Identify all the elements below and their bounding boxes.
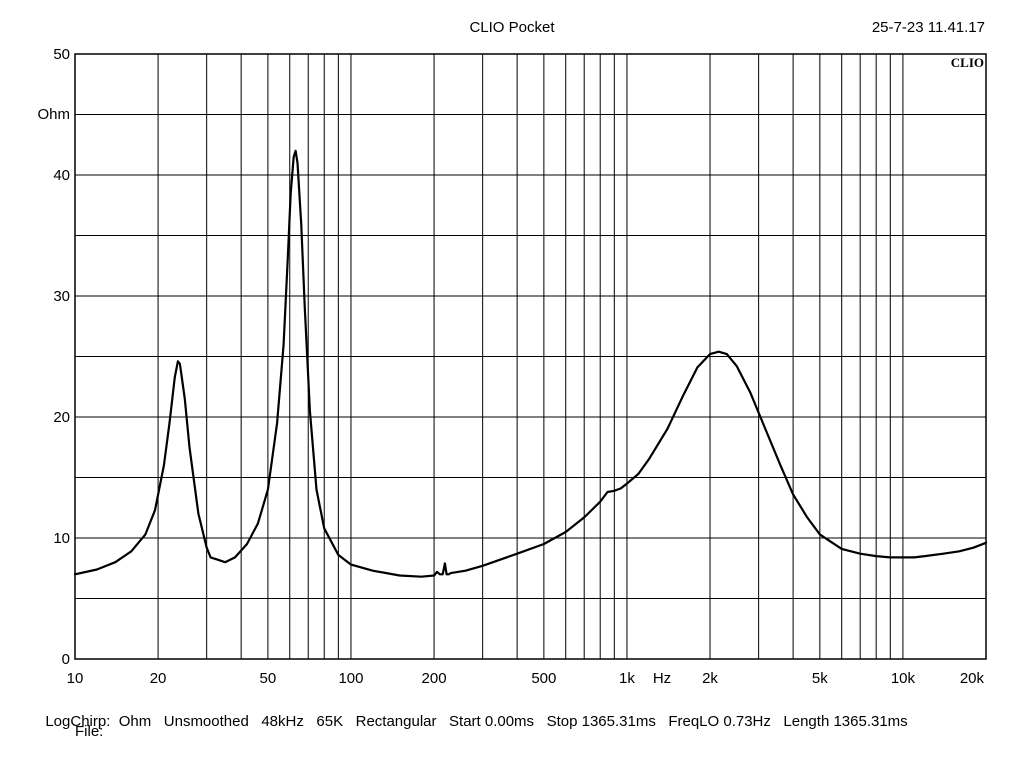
x-tick-labels: 10 20 50 100 200 500 1k 2k 5k 10k 20k	[67, 670, 985, 687]
timestamp: 25-7-23 11.41.17	[872, 19, 985, 36]
status-unit: Ohm	[118, 713, 152, 730]
x-tick-label: 500	[531, 670, 556, 687]
y-tick-label: 40	[53, 167, 70, 184]
x-tick-label: 100	[338, 670, 363, 687]
x-tick-label: 5k	[812, 670, 828, 687]
y-tick-label: 20	[53, 409, 70, 426]
chart-title: CLIO Pocket	[469, 19, 555, 36]
status-length: Length 1365.31ms	[783, 713, 908, 730]
x-tick-label: 20	[150, 670, 167, 687]
y-tick-label: 10	[53, 530, 70, 547]
x-tick-label: 200	[422, 670, 447, 687]
impedance-curve	[73, 149, 988, 578]
status-smoothing: Unsmoothed	[163, 713, 249, 730]
y-tick-label: 30	[53, 288, 70, 305]
file-label: File:	[75, 723, 104, 740]
x-tick-label: 50	[260, 670, 277, 687]
status-freqlo: FreqLO 0.73Hz	[668, 713, 771, 730]
measurement-settings: LogChirp: Ohm Unsmoothed 48kHz 65K Recta…	[37, 696, 908, 730]
x-tick-label: 1k	[619, 670, 635, 687]
status-start: Start 0.00ms	[449, 713, 535, 730]
x-axis-label: Hz	[653, 670, 671, 687]
status-window: Rectangular	[355, 713, 437, 730]
status-samplerate: 48kHz	[261, 713, 304, 730]
clio-logo-text: CLIO	[951, 55, 984, 70]
y-tick-label: 50	[53, 46, 70, 63]
status-mode: LogChirp:	[45, 713, 111, 730]
status-stop: Stop 1365.31ms	[546, 713, 656, 730]
y-tick-labels: 0 10 20 30 40 50	[53, 46, 70, 668]
x-tick-label: 2k	[702, 670, 718, 687]
status-size: 65K	[316, 713, 344, 730]
chart-grid	[75, 54, 986, 659]
y-axis-label: Ohm	[37, 106, 70, 123]
x-tick-label: 20k	[960, 670, 985, 687]
x-tick-label: 10	[67, 670, 84, 687]
y-tick-label: 0	[62, 651, 70, 668]
x-tick-label: 10k	[891, 670, 916, 687]
plot-frame	[74, 53, 987, 660]
